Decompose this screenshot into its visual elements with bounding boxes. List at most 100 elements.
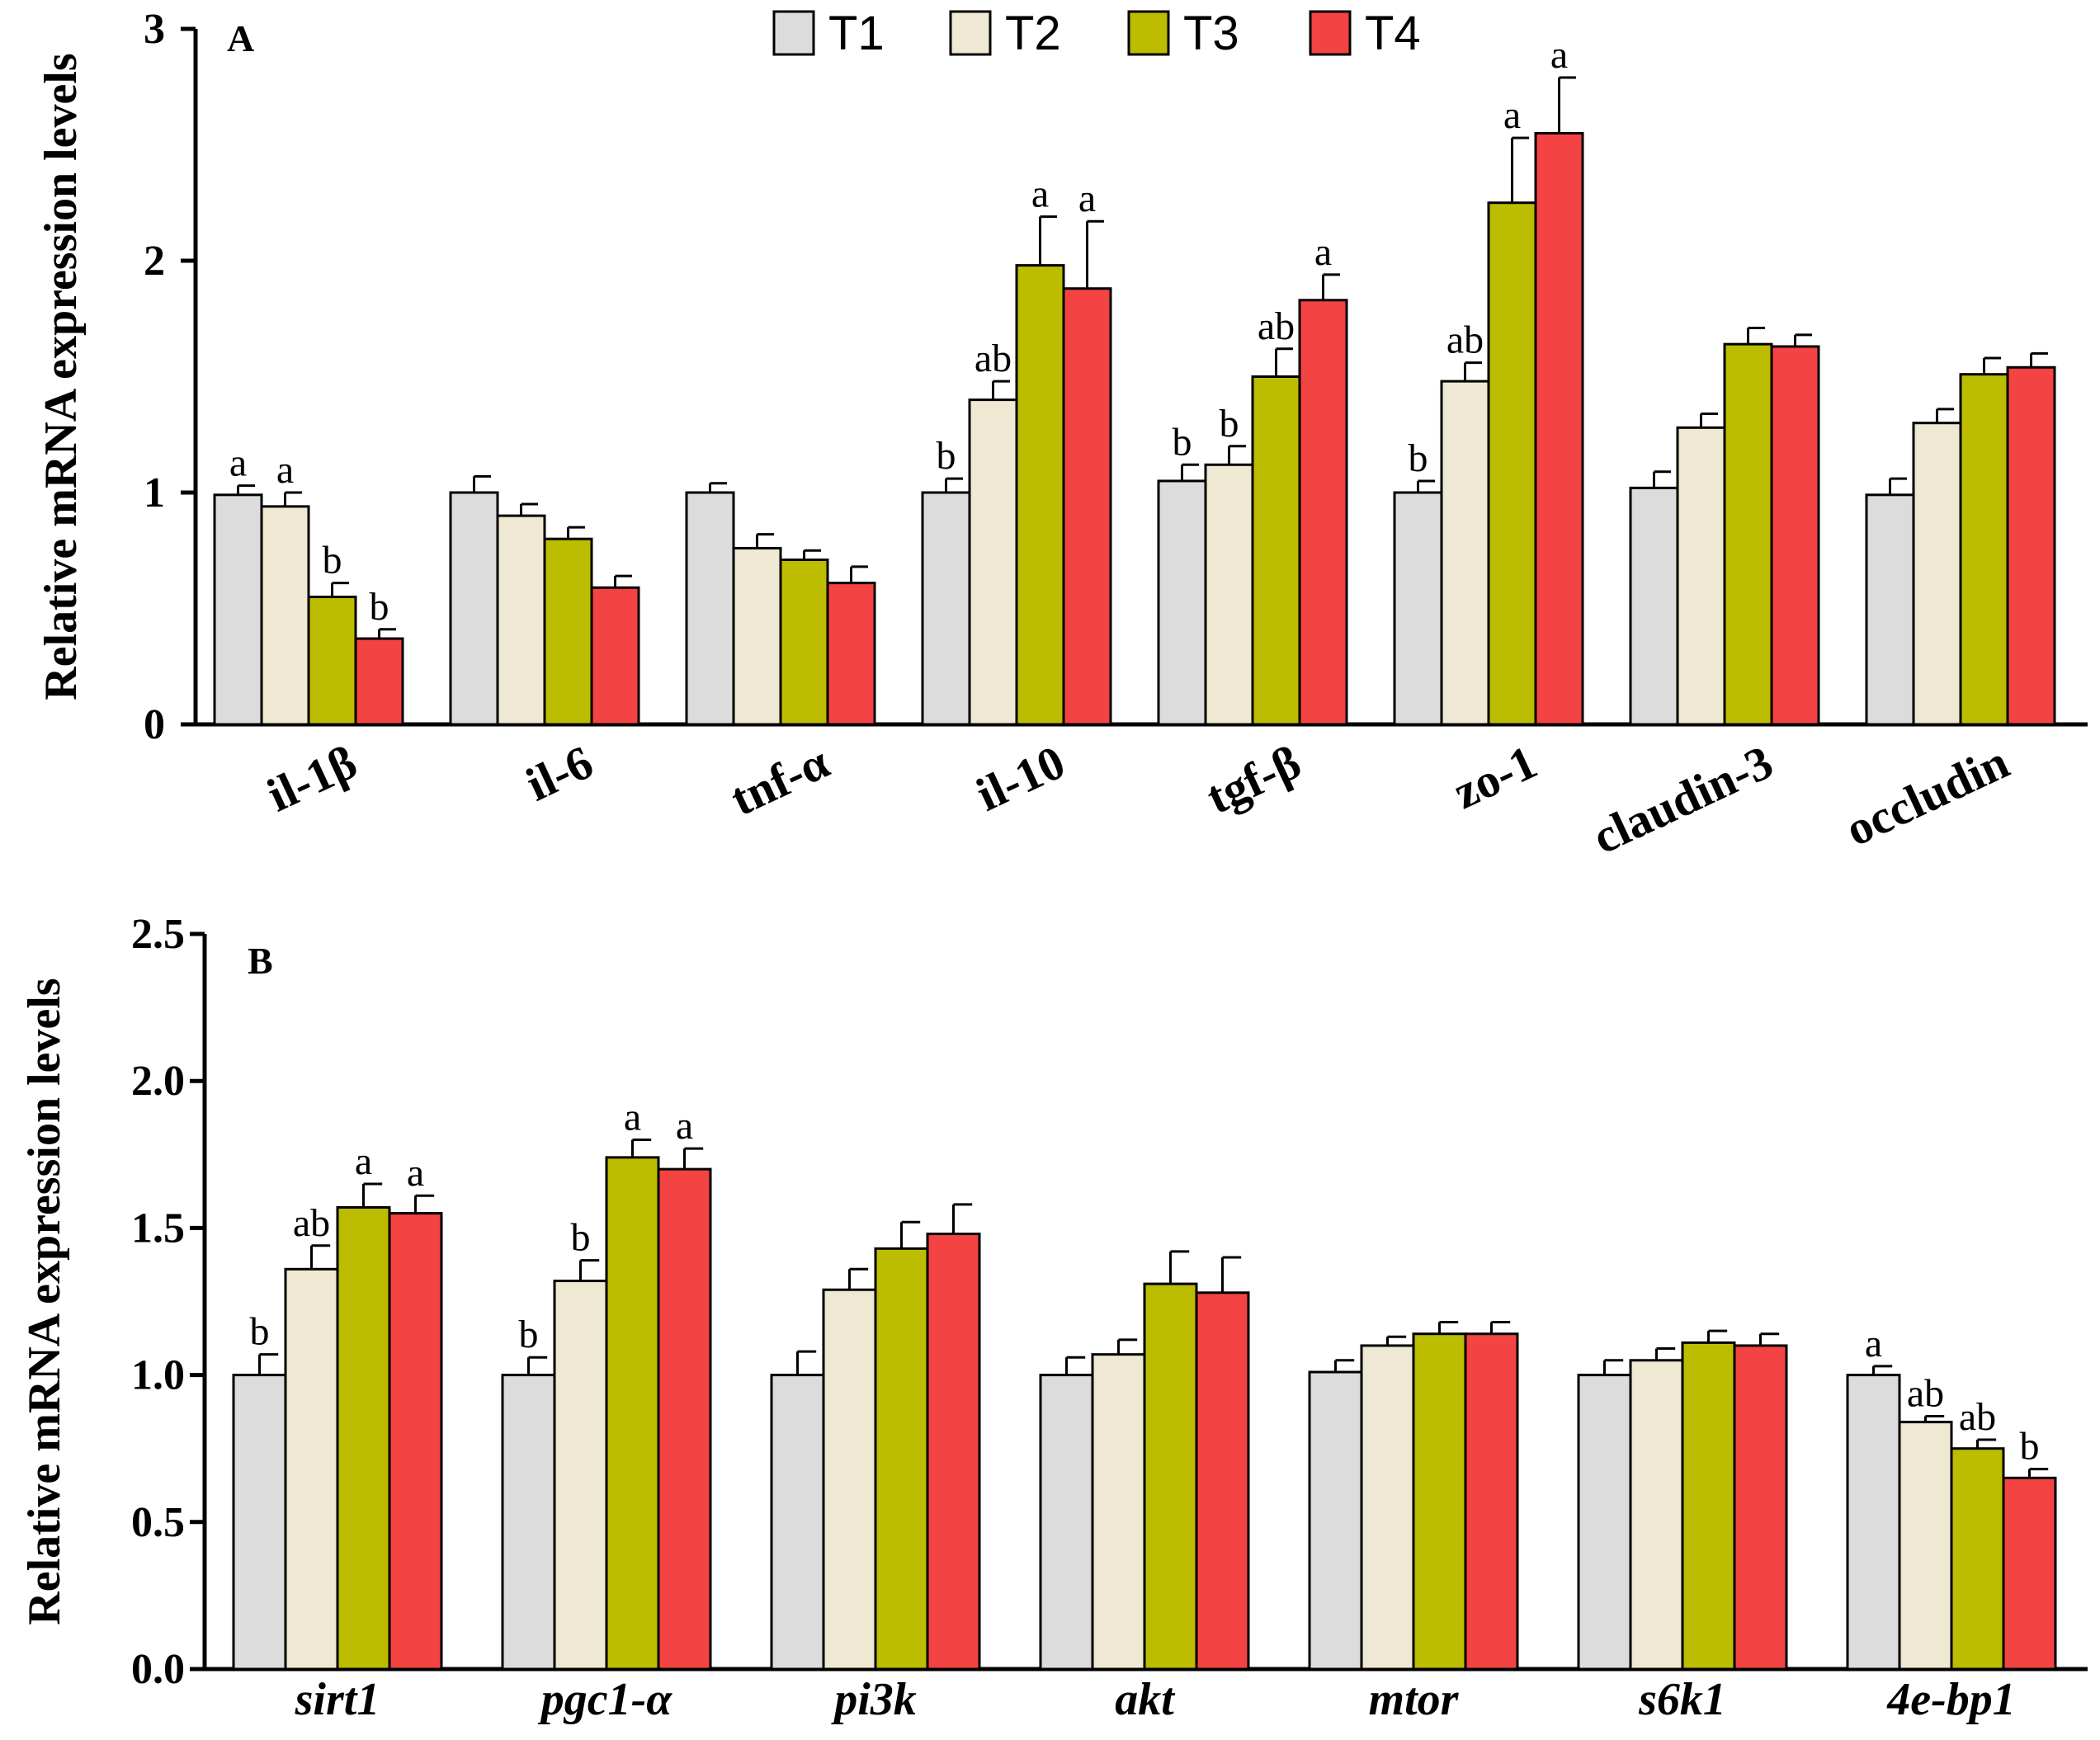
significance-letter: b <box>370 585 389 629</box>
bar-t4 <box>354 637 404 726</box>
x-tick-label: pgc1-α <box>538 1674 673 1725</box>
significance-letter: a <box>1503 93 1521 137</box>
x-tick-label: tgf-β <box>1198 735 1309 825</box>
bar-t2 <box>1091 1353 1146 1671</box>
bar-t1 <box>449 491 499 726</box>
significance-letter: a <box>676 1104 693 1148</box>
bar-t4 <box>926 1233 981 1671</box>
significance-letter: b <box>1409 436 1428 480</box>
x-tick-label: il-10 <box>968 735 1073 822</box>
legend-swatch-t2 <box>949 10 992 56</box>
bar-t1 <box>1157 479 1207 726</box>
bar-t2 <box>1898 1421 1953 1671</box>
bar-t2 <box>553 1280 608 1671</box>
bar-t4 <box>657 1167 712 1671</box>
panel-b: 0.0 0.5 1.0 1.5 2.0 2.5 Relative mRNA expressi… <box>19 911 2088 1725</box>
bar-t4 <box>1195 1291 1250 1671</box>
bar-t1 <box>1393 491 1443 726</box>
bar-t4 <box>1464 1332 1519 1671</box>
bar-t1 <box>213 493 263 726</box>
bar-t4 <box>1534 131 1584 726</box>
significance-letter: a <box>407 1151 424 1195</box>
bar-t3 <box>779 558 829 726</box>
bar-t1 <box>770 1374 825 1671</box>
legend: T1 T2 T3 T4 <box>772 7 1421 60</box>
significance-letter: b <box>1173 420 1192 464</box>
bar-t1 <box>1577 1374 1632 1671</box>
legend-label-t1: T1 <box>828 7 885 60</box>
bar-t4 <box>1770 345 1820 726</box>
y-tick-label: 0 <box>144 701 165 748</box>
x-tick-label: tnf-α <box>723 735 838 827</box>
bar-t2 <box>968 398 1018 726</box>
bar-t3 <box>1950 1447 2005 1671</box>
bar-t2 <box>732 546 782 726</box>
bar-t4 <box>1298 299 1348 726</box>
significance-letter: ab <box>293 1201 330 1245</box>
bar-t1 <box>501 1374 556 1671</box>
significance-letter: a <box>1314 230 1332 274</box>
x-tick-label: il-6 <box>518 735 601 812</box>
significance-letter: b <box>1220 402 1239 446</box>
bar-t4 <box>1733 1344 1788 1671</box>
x-tick-label: 4e-bp1 <box>1886 1674 2016 1725</box>
bar-t4 <box>826 582 876 726</box>
bar-t3 <box>1723 342 1773 726</box>
bar-t4 <box>2006 365 2056 726</box>
legend-swatch-t3 <box>1127 10 1170 56</box>
x-tick-label: zo-1 <box>1445 735 1545 819</box>
bar-t2 <box>1676 426 1726 726</box>
significance-letter: a <box>1865 1322 1882 1365</box>
y-tick-label: 0.5 <box>131 1499 185 1546</box>
significance-letter: a <box>1078 177 1096 220</box>
bar-t1 <box>1846 1374 1901 1671</box>
bar-t4 <box>590 586 640 726</box>
significance-letter: b <box>2020 1425 2040 1469</box>
bar-t2 <box>822 1288 877 1671</box>
bar-t3 <box>1959 373 2009 726</box>
significance-letter: a <box>1031 172 1049 216</box>
significance-letter: a <box>624 1095 641 1139</box>
bar-t3 <box>307 595 357 726</box>
x-tick-label: akt <box>1115 1674 1175 1725</box>
bar-t4 <box>388 1212 443 1671</box>
y-tick-label: 2.5 <box>131 911 185 958</box>
bar-t3 <box>1143 1282 1198 1671</box>
x-tick-label: mtor <box>1369 1674 1460 1725</box>
bar-t3 <box>874 1247 929 1671</box>
bar-t1 <box>1629 486 1679 726</box>
bar-t2 <box>496 514 546 726</box>
x-tick-label: sirt1 <box>295 1674 380 1725</box>
y-tick-label: 3 <box>144 6 165 53</box>
y-tick-label: 2 <box>144 238 165 285</box>
significance-letter: a <box>1550 33 1568 77</box>
legend-label-t4: T4 <box>1365 7 1421 60</box>
bar-t2 <box>1204 463 1254 726</box>
bar-t3 <box>1015 264 1065 726</box>
significance-letter: b <box>250 1310 270 1354</box>
y-axis-label: Relative mRNA expression levels <box>19 978 70 1624</box>
significance-letter: ab <box>1258 304 1295 348</box>
legend-swatch-t1 <box>772 10 815 56</box>
x-tick-label: s6k1 <box>1638 1674 1726 1725</box>
significance-letter: a <box>229 441 247 485</box>
bar-t4 <box>2002 1476 2057 1671</box>
panel-letter: A <box>227 17 254 59</box>
significance-letter: b <box>323 539 342 582</box>
bar-t4 <box>1062 287 1112 726</box>
bar-t2 <box>284 1267 339 1671</box>
y-axis-label: Relative mRNA expression levels <box>35 53 87 700</box>
significance-letter: ab <box>1907 1371 1944 1415</box>
bar-t2 <box>1629 1359 1684 1671</box>
significance-letter: ab <box>1446 318 1484 362</box>
x-tick-label: claudin-3 <box>1584 735 1781 865</box>
bar-t2 <box>1440 380 1490 726</box>
y-tick-label: 0.0 <box>131 1646 185 1693</box>
significance-letter: b <box>937 434 956 478</box>
legend-swatch-t4 <box>1309 10 1352 56</box>
y-tick-label: 2.0 <box>131 1058 185 1105</box>
bar-t3 <box>336 1205 391 1671</box>
bar-t3 <box>1487 201 1537 726</box>
